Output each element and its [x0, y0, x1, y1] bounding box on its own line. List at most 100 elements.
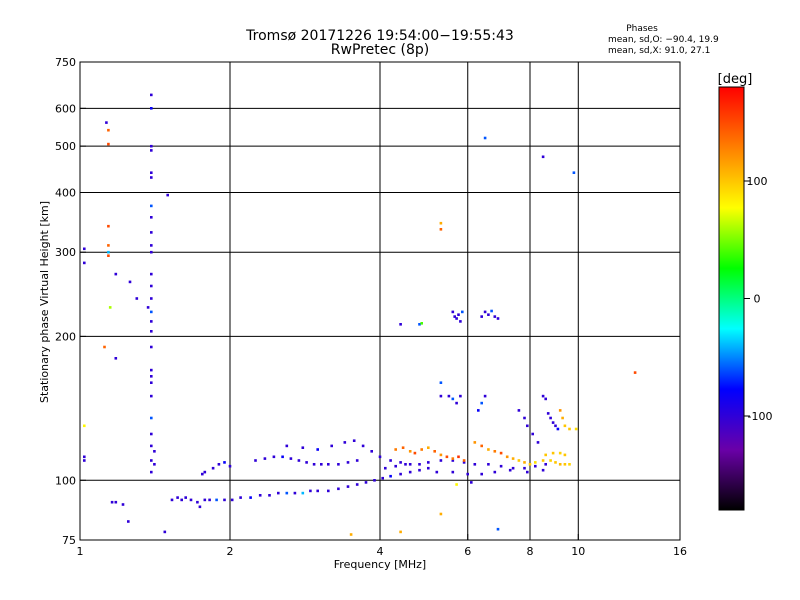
data-point	[427, 446, 430, 449]
data-point	[517, 459, 521, 462]
data-point	[203, 470, 207, 474]
data-point	[499, 451, 503, 455]
data-point	[563, 453, 567, 457]
data-point	[176, 496, 179, 499]
data-point	[457, 455, 460, 459]
data-point	[228, 464, 232, 468]
data-point	[490, 309, 493, 313]
data-point	[150, 368, 153, 372]
data-point	[108, 306, 112, 309]
data-point	[459, 320, 462, 323]
data-point	[483, 310, 487, 314]
x-axis-ticks: 1 2 4 6 8 10 16	[77, 534, 687, 558]
data-point	[114, 272, 118, 276]
data-point	[427, 466, 430, 470]
data-point	[150, 459, 153, 462]
data-point	[399, 530, 402, 534]
data-point	[439, 228, 443, 231]
data-point	[439, 394, 443, 398]
data-point	[203, 498, 207, 502]
data-point	[150, 144, 153, 148]
data-point	[293, 491, 297, 495]
data-point	[541, 468, 545, 472]
data-point	[511, 466, 515, 470]
data-point	[457, 313, 460, 316]
data-point	[320, 463, 323, 466]
data-point	[150, 93, 153, 97]
data-point	[355, 459, 359, 462]
data-point	[180, 498, 183, 502]
data-point	[487, 448, 490, 451]
data-point	[572, 171, 576, 174]
data-point	[150, 284, 153, 288]
data-point	[135, 297, 139, 300]
data-point	[459, 394, 462, 398]
data-point	[352, 439, 356, 442]
data-point	[470, 481, 473, 484]
data-point	[263, 457, 267, 460]
x-axis-label: Frequency [MHz]	[334, 558, 426, 571]
data-point	[473, 463, 477, 466]
data-point	[558, 463, 562, 466]
data-point	[189, 498, 193, 502]
data-point	[541, 394, 545, 398]
data-point	[493, 450, 497, 453]
data-point	[337, 487, 340, 491]
data-point	[301, 446, 305, 449]
data-point	[544, 397, 547, 401]
data-points	[83, 93, 637, 536]
colorbar-ticks: 100 0 -100	[744, 175, 772, 423]
data-point	[445, 455, 449, 459]
data-point	[83, 261, 86, 265]
data-point	[150, 171, 153, 174]
data-point	[480, 472, 483, 476]
y-tick-label: 750	[55, 56, 76, 69]
y-tick-label: 400	[55, 186, 76, 199]
data-point	[343, 441, 347, 444]
data-point	[544, 453, 547, 457]
data-point	[107, 142, 110, 146]
data-point	[455, 401, 458, 405]
data-point	[451, 457, 455, 460]
chart-subtitle: RwPretec (8p)	[331, 42, 429, 58]
chart-title: Tromsø 20171226 19:54:00−19:55:43	[245, 28, 514, 44]
data-point	[544, 463, 547, 466]
data-point	[305, 461, 308, 464]
data-point	[110, 500, 114, 504]
grid-lines	[80, 62, 680, 540]
data-point	[230, 498, 234, 502]
data-point	[316, 489, 319, 493]
data-point	[561, 416, 564, 420]
data-point	[455, 317, 458, 320]
data-point	[166, 193, 169, 197]
data-point	[451, 397, 455, 401]
y-axis-label: Stationary phase Virtual Height [km]	[38, 201, 51, 403]
data-point	[184, 496, 187, 499]
data-point	[208, 498, 211, 502]
data-point	[451, 310, 455, 314]
colorbar-tick-label: 100	[747, 175, 768, 188]
data-point	[254, 459, 257, 462]
data-point	[418, 323, 421, 326]
data-point	[285, 444, 289, 448]
data-point	[107, 250, 110, 254]
data-point	[563, 463, 567, 466]
data-point	[198, 505, 202, 509]
data-point	[549, 416, 552, 420]
data-point	[493, 315, 497, 318]
data-point	[505, 455, 509, 459]
data-point	[574, 427, 578, 431]
y-tick-label: 300	[55, 246, 76, 259]
data-point	[163, 530, 167, 534]
y-tick-label: 500	[55, 140, 76, 153]
data-point	[389, 474, 392, 478]
data-point	[541, 155, 545, 159]
data-point	[455, 483, 458, 486]
data-point	[297, 459, 301, 462]
data-point	[150, 394, 153, 398]
data-point	[435, 470, 439, 474]
data-point	[150, 176, 153, 179]
data-point	[427, 461, 430, 464]
data-point	[439, 381, 443, 384]
